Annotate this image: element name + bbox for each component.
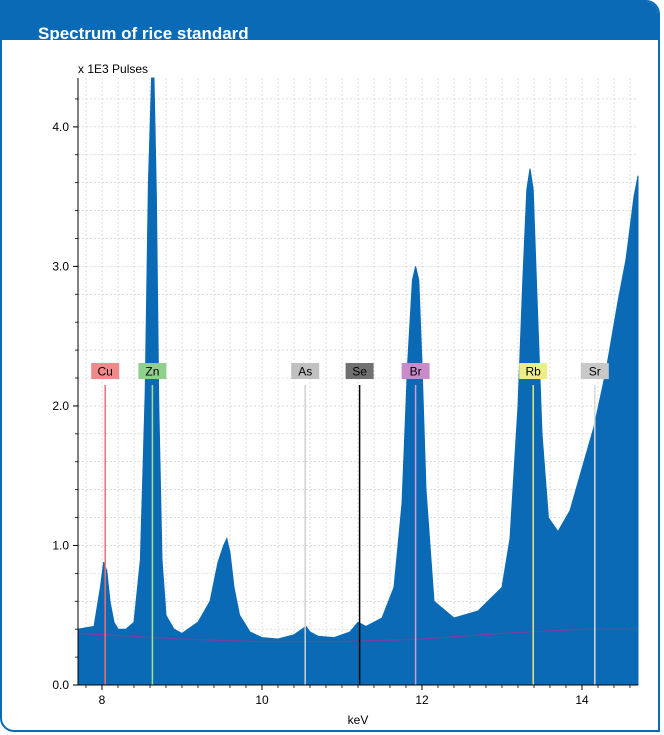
x-tick-label: 12 <box>415 693 429 707</box>
marker-box-rb <box>519 363 548 380</box>
marker-box-as <box>291 363 320 380</box>
spectrum-chart: Cu Zn As Se Br Rb Sr 8 10 12 14 0.0 1.0 2.0 3.0 4.0 x … <box>52 62 639 727</box>
marker-label-cu: Cu <box>98 365 113 379</box>
x-tick-label: 14 <box>575 693 589 707</box>
spectrum-layer <box>77 77 639 686</box>
y-tick-label: 1.0 <box>52 538 69 552</box>
y-tick-label: 2.0 <box>52 399 69 413</box>
figure-header: Spectrum of rice standard <box>2 2 658 43</box>
marker-label-br: Br <box>410 365 422 379</box>
marker-label-sr: Sr <box>589 365 601 379</box>
x-tick-label: 10 <box>255 693 269 707</box>
axis-ticks: 8 10 12 14 0.0 1.0 2.0 3.0 4.0 <box>52 98 631 707</box>
spectrum-area <box>77 77 639 686</box>
marker-label-zn: Zn <box>145 365 159 379</box>
marker-label-se: Se <box>352 365 367 379</box>
marker-box-se <box>345 363 374 380</box>
x-tick-label: 8 <box>99 693 106 707</box>
y-tick-label: 4.0 <box>52 120 69 134</box>
marker-box-zn <box>138 363 167 380</box>
y-axis-label: x 1E3 Pulses <box>78 62 148 76</box>
marker-box-cu <box>91 363 120 380</box>
figure-title: Spectrum of rice standard <box>38 24 249 43</box>
element-markers: Cu Zn As Se Br Rb Sr <box>91 363 609 685</box>
marker-label-rb: Rb <box>526 365 542 379</box>
marker-box-sr <box>580 363 609 380</box>
background-curve <box>77 628 638 643</box>
marker-label-as: As <box>298 365 312 379</box>
y-tick-label: 0.0 <box>52 678 69 692</box>
x-axis-label: keV <box>348 713 369 727</box>
y-tick-label: 3.0 <box>52 259 69 273</box>
marker-box-br <box>401 363 430 380</box>
